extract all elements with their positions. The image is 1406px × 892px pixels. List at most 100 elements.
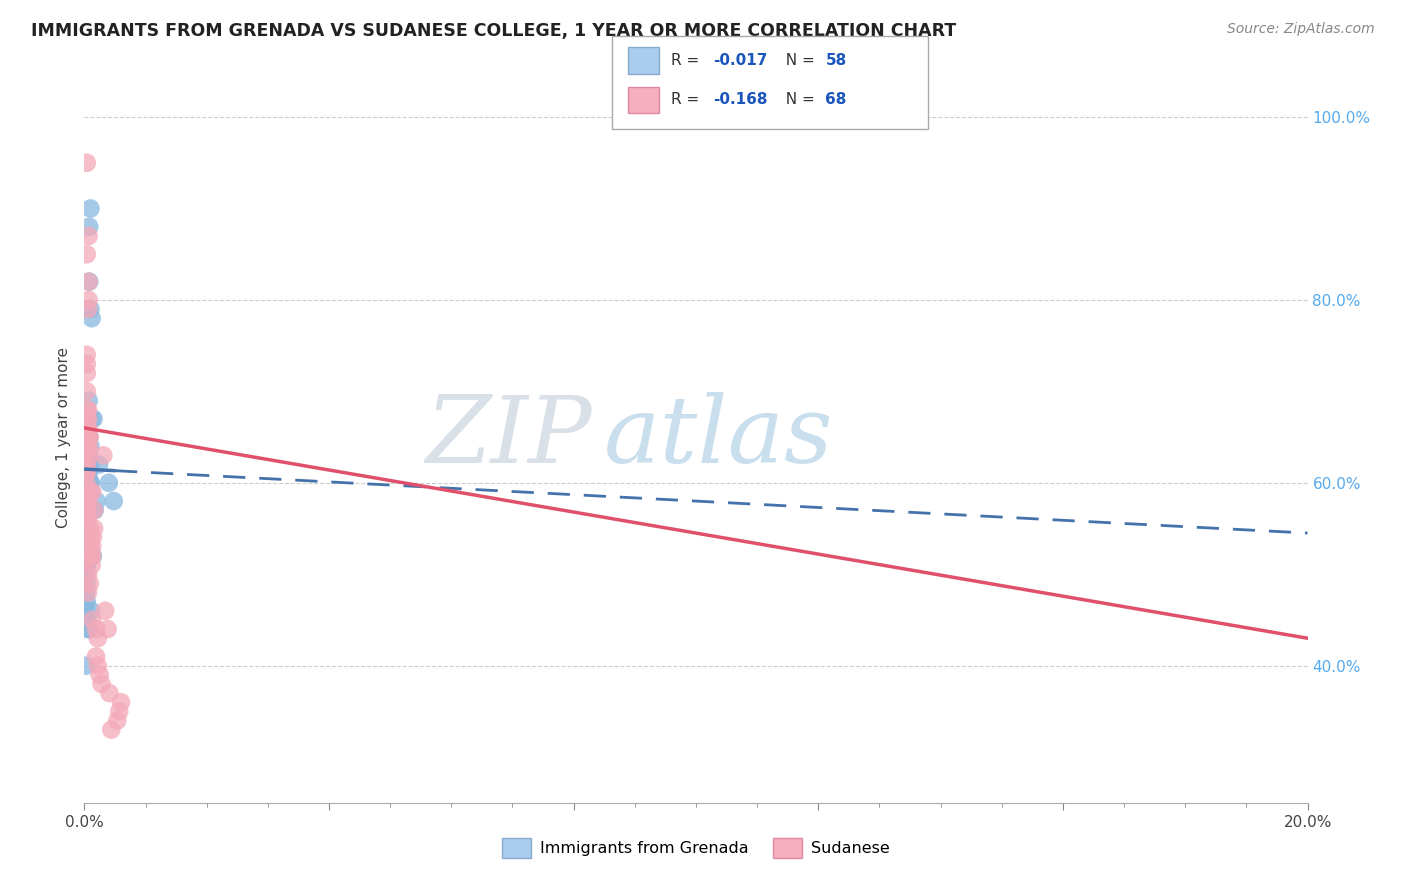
Point xyxy=(75,467,97,481)
Point xyxy=(76,576,98,591)
Point xyxy=(94,604,117,618)
Point xyxy=(108,705,131,719)
Point xyxy=(77,585,100,599)
Point xyxy=(86,494,108,508)
Point xyxy=(76,503,98,517)
Point xyxy=(76,421,98,435)
Point xyxy=(75,613,97,627)
Text: N =: N = xyxy=(776,54,820,68)
Point xyxy=(79,540,101,554)
Point xyxy=(75,467,97,481)
Point xyxy=(79,521,101,535)
Point xyxy=(77,485,100,500)
Point xyxy=(77,393,100,408)
Point xyxy=(76,449,98,463)
Point xyxy=(75,567,97,582)
Point xyxy=(80,549,103,563)
Point xyxy=(79,475,101,490)
Point xyxy=(76,449,98,463)
Text: 58: 58 xyxy=(825,54,846,68)
Point xyxy=(79,485,101,500)
Point xyxy=(77,275,100,289)
Point xyxy=(77,430,100,444)
Point xyxy=(105,714,128,728)
Point xyxy=(82,485,104,500)
Point xyxy=(77,622,100,636)
Point xyxy=(76,558,98,573)
Point xyxy=(75,485,97,500)
Point xyxy=(87,458,110,472)
Point xyxy=(77,228,100,243)
Point xyxy=(79,439,101,453)
Point xyxy=(77,494,100,508)
Point xyxy=(77,622,100,636)
Point xyxy=(76,384,98,399)
Point xyxy=(83,411,105,425)
Point xyxy=(76,247,98,261)
Point xyxy=(97,475,120,490)
Point xyxy=(76,531,98,545)
Point xyxy=(80,485,103,500)
Point xyxy=(76,458,98,472)
Legend: Immigrants from Grenada, Sudanese: Immigrants from Grenada, Sudanese xyxy=(495,832,897,864)
Point xyxy=(76,467,98,481)
Point xyxy=(76,348,98,362)
Point xyxy=(76,411,98,425)
Point xyxy=(110,695,132,709)
Point xyxy=(75,658,97,673)
Point xyxy=(76,494,98,508)
Point xyxy=(75,503,97,517)
Point xyxy=(91,449,114,463)
Point xyxy=(82,503,104,517)
Point xyxy=(79,301,101,317)
Point xyxy=(77,549,100,563)
Point xyxy=(98,686,121,700)
Point xyxy=(77,439,100,453)
Text: IMMIGRANTS FROM GRENADA VS SUDANESE COLLEGE, 1 YEAR OR MORE CORRELATION CHART: IMMIGRANTS FROM GRENADA VS SUDANESE COLL… xyxy=(31,22,956,40)
Point xyxy=(77,219,100,234)
Point xyxy=(77,449,100,463)
Point xyxy=(82,613,104,627)
Point xyxy=(76,439,98,453)
Point xyxy=(77,567,100,582)
Point xyxy=(103,494,125,508)
Point xyxy=(76,558,98,573)
Point xyxy=(77,467,100,481)
Point xyxy=(79,475,101,490)
Point xyxy=(76,475,98,490)
Point xyxy=(89,667,111,681)
Point xyxy=(75,540,97,554)
Point xyxy=(76,439,98,453)
Point xyxy=(77,449,100,463)
Point xyxy=(77,449,100,463)
Point xyxy=(77,402,100,417)
Point xyxy=(75,475,97,490)
Point xyxy=(83,503,105,517)
Point xyxy=(83,521,105,535)
Point xyxy=(76,475,98,490)
Point xyxy=(77,421,100,435)
Point xyxy=(77,293,100,307)
Point xyxy=(100,723,122,737)
Point xyxy=(75,512,97,526)
Point xyxy=(75,494,97,508)
Text: ZIP: ZIP xyxy=(426,392,592,482)
Point xyxy=(84,622,107,636)
Point xyxy=(90,677,112,691)
Point xyxy=(79,458,101,472)
Point xyxy=(75,458,97,472)
Point xyxy=(76,357,98,371)
Point xyxy=(77,301,100,317)
Point xyxy=(97,622,120,636)
Point xyxy=(76,512,98,526)
Point xyxy=(76,458,98,472)
Point xyxy=(82,540,104,554)
Point xyxy=(87,632,110,646)
Point xyxy=(75,604,97,618)
Y-axis label: College, 1 year or more: College, 1 year or more xyxy=(56,347,72,527)
Point xyxy=(76,439,98,453)
Text: -0.168: -0.168 xyxy=(713,93,768,107)
Point xyxy=(76,475,98,490)
Point xyxy=(80,311,103,326)
Point xyxy=(79,202,101,216)
